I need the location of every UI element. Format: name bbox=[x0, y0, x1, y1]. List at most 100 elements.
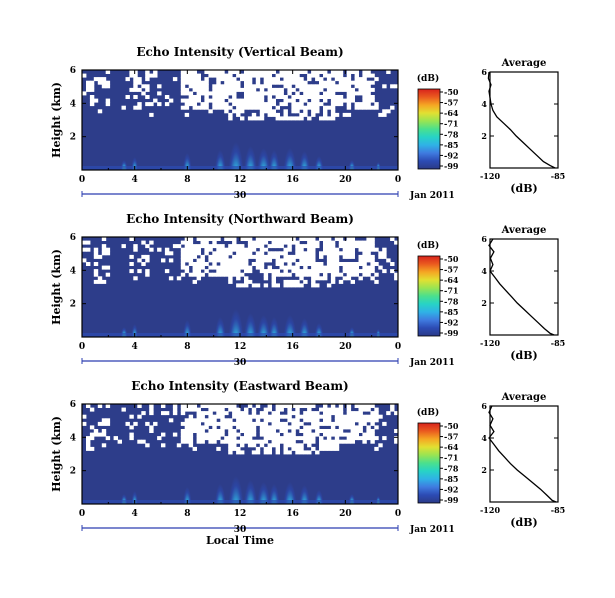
missing-data-cell bbox=[192, 73, 197, 78]
missing-data-cell bbox=[184, 80, 190, 85]
missing-data-cell bbox=[220, 70, 225, 74]
missing-data-cell bbox=[315, 87, 320, 92]
y-axis-label: Height (km) bbox=[50, 82, 63, 158]
missing-data-cell bbox=[263, 77, 269, 82]
missing-data-cell bbox=[204, 411, 209, 416]
missing-data-cell bbox=[204, 421, 209, 426]
missing-data-cell bbox=[267, 77, 272, 82]
missing-data-cell bbox=[354, 418, 359, 423]
missing-data-cell bbox=[346, 70, 352, 74]
missing-data-cell bbox=[283, 112, 288, 117]
missing-data-cell bbox=[358, 244, 363, 249]
missing-data-cell bbox=[346, 80, 352, 85]
panel-2: Echo Intensity (Eastward Beam)642Height … bbox=[50, 379, 565, 547]
missing-data-cell bbox=[303, 109, 308, 114]
missing-data-cell bbox=[287, 404, 292, 408]
missing-data-cell bbox=[240, 251, 245, 256]
missing-data-cell bbox=[228, 265, 233, 270]
missing-data-cell bbox=[342, 254, 348, 259]
missing-data-cell bbox=[208, 91, 213, 96]
missing-data-cell bbox=[323, 446, 328, 451]
missing-data-cell bbox=[283, 450, 288, 455]
missing-data-cell bbox=[184, 244, 190, 249]
missing-data-cell bbox=[263, 269, 269, 274]
missing-data-cell bbox=[208, 418, 213, 423]
missing-data-cell bbox=[212, 258, 217, 263]
missing-data-cell bbox=[362, 421, 367, 426]
missing-data-cell bbox=[267, 84, 272, 89]
x-tick-label: 0 bbox=[79, 342, 85, 352]
date-tick-label: 30 bbox=[234, 525, 247, 535]
missing-data-cell bbox=[326, 262, 332, 266]
missing-data-cell bbox=[232, 272, 237, 277]
missing-data-cell bbox=[323, 404, 328, 408]
missing-data-cell bbox=[291, 95, 296, 99]
missing-data-cell bbox=[161, 411, 166, 416]
missing-data-cell bbox=[323, 70, 328, 74]
missing-data-cell bbox=[212, 254, 217, 259]
missing-data-cell bbox=[196, 429, 201, 433]
missing-data-cell bbox=[145, 443, 150, 448]
missing-data-cell bbox=[303, 98, 308, 103]
missing-data-cell bbox=[271, 418, 276, 423]
missing-data-cell bbox=[279, 439, 284, 444]
missing-data-cell bbox=[350, 262, 355, 266]
missing-data-cell bbox=[362, 418, 367, 423]
missing-data-cell bbox=[358, 262, 363, 266]
missing-data-cell bbox=[244, 429, 249, 433]
missing-data-cell bbox=[291, 418, 296, 423]
missing-data-cell bbox=[216, 429, 221, 433]
missing-data-cell bbox=[244, 84, 249, 89]
missing-data-cell bbox=[295, 414, 300, 419]
missing-data-cell bbox=[204, 247, 209, 252]
missing-data-cell bbox=[247, 269, 253, 274]
missing-data-cell bbox=[350, 251, 355, 256]
missing-data-cell bbox=[228, 439, 233, 444]
missing-data-cell bbox=[228, 418, 233, 423]
missing-data-cell bbox=[125, 77, 130, 82]
missing-data-cell bbox=[291, 439, 296, 444]
missing-data-cell bbox=[323, 411, 328, 416]
missing-data-cell bbox=[168, 258, 174, 263]
missing-data-cell bbox=[315, 98, 320, 103]
missing-data-cell bbox=[121, 105, 126, 110]
missing-data-cell bbox=[303, 279, 308, 284]
missing-data-cell bbox=[362, 102, 367, 107]
missing-data-cell bbox=[374, 77, 379, 82]
missing-data-cell bbox=[247, 84, 253, 89]
missing-data-cell bbox=[390, 404, 395, 408]
missing-data-cell bbox=[228, 269, 233, 274]
missing-data-cell bbox=[244, 411, 249, 416]
missing-data-cell bbox=[267, 105, 272, 110]
missing-data-cell bbox=[311, 421, 316, 426]
missing-data-cell bbox=[346, 411, 352, 416]
missing-data-cell bbox=[145, 102, 150, 107]
colorbar-tick-label: -50 bbox=[444, 87, 459, 97]
missing-data-cell bbox=[220, 429, 225, 433]
missing-data-cell bbox=[283, 283, 288, 288]
missing-data-cell bbox=[188, 429, 194, 433]
missing-data-cell bbox=[311, 254, 316, 259]
missing-data-cell bbox=[267, 414, 272, 419]
missing-data-cell bbox=[236, 421, 241, 426]
missing-data-cell bbox=[362, 262, 367, 266]
missing-data-cell bbox=[145, 73, 150, 78]
missing-data-cell bbox=[137, 414, 142, 419]
missing-data-cell bbox=[346, 436, 352, 441]
missing-data-cell bbox=[319, 414, 324, 419]
missing-data-cell bbox=[319, 443, 324, 448]
missing-data-cell bbox=[283, 425, 288, 430]
missing-data-cell bbox=[212, 421, 217, 426]
missing-data-cell bbox=[342, 251, 348, 256]
missing-data-cell bbox=[86, 80, 91, 85]
colorbar-tick-label: -78 bbox=[444, 463, 459, 473]
missing-data-cell bbox=[386, 109, 391, 114]
colorbar bbox=[417, 255, 441, 337]
missing-data-cell bbox=[180, 98, 186, 103]
missing-data-cell bbox=[196, 258, 201, 263]
missing-data-cell bbox=[236, 407, 241, 412]
missing-data-cell bbox=[307, 269, 312, 274]
missing-data-cell bbox=[338, 414, 344, 419]
missing-data-cell bbox=[208, 70, 213, 74]
missing-data-cell bbox=[255, 240, 261, 245]
